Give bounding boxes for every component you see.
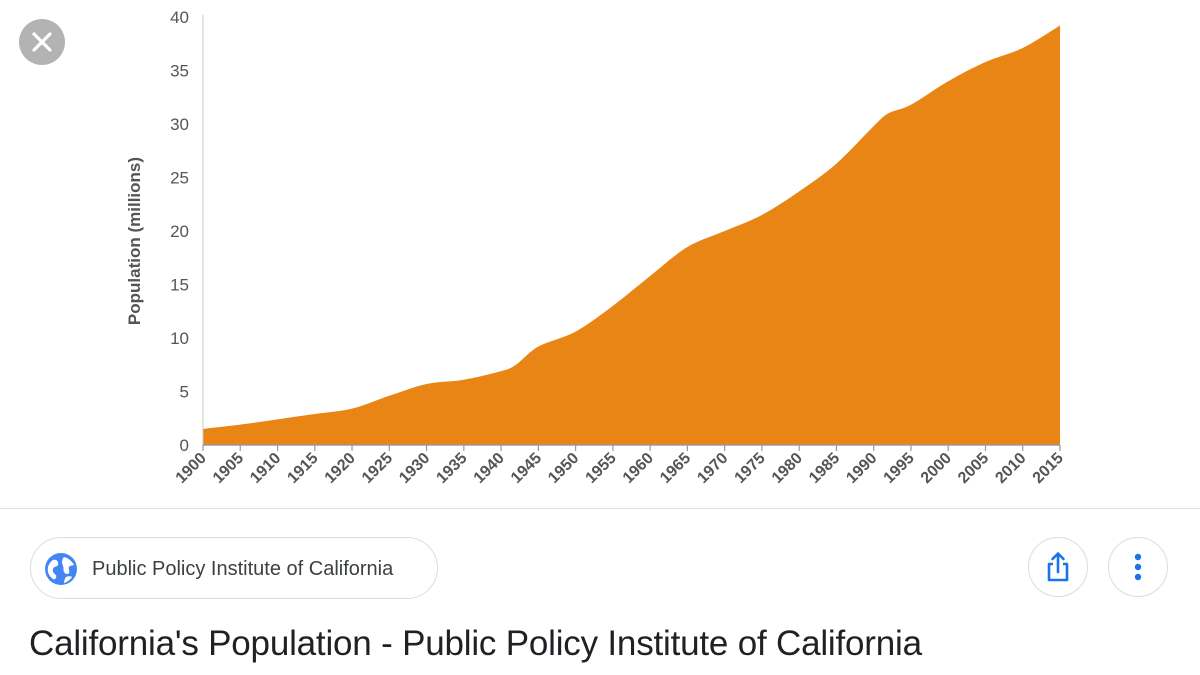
x-tick-label: 1975: [732, 450, 769, 487]
x-tick-label: 1950: [545, 450, 582, 487]
y-tick-label: 35: [170, 62, 189, 81]
x-tick-label: 1945: [508, 450, 545, 487]
share-button[interactable]: [1028, 537, 1088, 597]
x-tick-label: 1940: [471, 450, 508, 487]
x-tick-label: 1900: [173, 450, 210, 487]
x-tick-label: 1935: [433, 450, 470, 487]
x-tick-label: 1910: [247, 450, 284, 487]
source-chip[interactable]: Public Policy Institute of California: [30, 537, 438, 599]
divider: [0, 508, 1200, 509]
x-tick-label: 1915: [284, 450, 321, 487]
y-axis-label: Population (millions): [125, 157, 144, 325]
x-tick-label: 1980: [769, 450, 806, 487]
x-tick-label: 1985: [806, 450, 843, 487]
x-tick-label: 1965: [657, 450, 694, 487]
x-tick-label: 1995: [881, 450, 918, 487]
close-button[interactable]: [19, 19, 65, 65]
close-icon: [32, 32, 52, 52]
x-tick-label: 2005: [955, 450, 992, 487]
chart-svg: 0 5 10 15 20 25 30 35 40 1900 1905 1910 1915 1920 1925…: [125, 8, 1067, 487]
y-tick-label: 10: [170, 329, 189, 348]
y-tick-label: 30: [170, 115, 189, 134]
x-tick-label: 1970: [694, 450, 731, 487]
x-tick-label: 2015: [1030, 450, 1067, 487]
globe-icon: [45, 553, 77, 585]
source-name: Public Policy Institute of California: [92, 558, 394, 580]
share-icon: [1047, 552, 1069, 582]
y-tick-label: 0: [180, 436, 189, 455]
x-tick-label: 2010: [992, 450, 1029, 487]
x-tick-label: 1990: [843, 450, 880, 487]
y-tick-label: 40: [170, 8, 189, 27]
more-vert-icon: [1134, 553, 1142, 581]
y-tick-label: 20: [170, 222, 189, 241]
x-tick-label: 1905: [210, 450, 247, 487]
x-tick-label: 1930: [396, 450, 433, 487]
y-tick-label: 5: [180, 383, 189, 402]
more-options-button[interactable]: [1108, 537, 1168, 597]
x-tick-label: 1960: [620, 450, 657, 487]
x-tick-label: 2000: [918, 450, 955, 487]
y-tick-label: 25: [170, 169, 189, 188]
result-title[interactable]: California's Population - Public Policy …: [29, 624, 922, 663]
x-tick-label: 1920: [322, 450, 359, 487]
population-area: [203, 25, 1060, 446]
population-chart: 0 5 10 15 20 25 30 35 40 1900 1905 1910 1915 1920 1925…: [125, 8, 1067, 487]
x-tick-label: 1955: [583, 450, 620, 487]
x-tick-label: 1925: [359, 450, 396, 487]
y-tick-label: 15: [170, 276, 189, 295]
